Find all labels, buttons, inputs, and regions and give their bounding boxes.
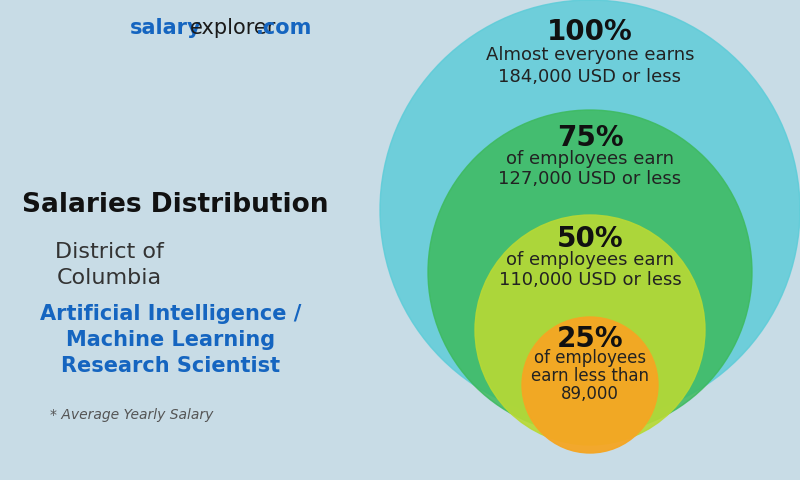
Text: 25%: 25% [557, 325, 623, 353]
Text: 110,000 USD or less: 110,000 USD or less [498, 271, 682, 289]
Text: Almost everyone earns: Almost everyone earns [486, 46, 694, 64]
Text: earn less than: earn less than [531, 367, 649, 385]
Text: .com: .com [256, 18, 312, 38]
Circle shape [428, 110, 752, 434]
Text: 50%: 50% [557, 225, 623, 253]
Text: 184,000 USD or less: 184,000 USD or less [498, 68, 682, 86]
Text: Artificial Intelligence /
Machine Learning
Research Scientist: Artificial Intelligence / Machine Learni… [40, 304, 302, 376]
Circle shape [522, 317, 658, 453]
Text: explorer: explorer [190, 18, 276, 38]
Text: salary: salary [130, 18, 202, 38]
Text: of employees earn: of employees earn [506, 150, 674, 168]
Text: 100%: 100% [547, 18, 633, 46]
Text: * Average Yearly Salary: * Average Yearly Salary [50, 408, 214, 422]
Circle shape [475, 215, 705, 445]
Text: 89,000: 89,000 [561, 385, 619, 403]
Text: Salaries Distribution: Salaries Distribution [22, 192, 329, 218]
Text: of employees: of employees [534, 349, 646, 367]
Text: of employees earn: of employees earn [506, 251, 674, 269]
Text: District of
Columbia: District of Columbia [55, 242, 164, 288]
Text: 75%: 75% [557, 124, 623, 152]
Circle shape [380, 0, 800, 420]
Text: 127,000 USD or less: 127,000 USD or less [498, 170, 682, 188]
